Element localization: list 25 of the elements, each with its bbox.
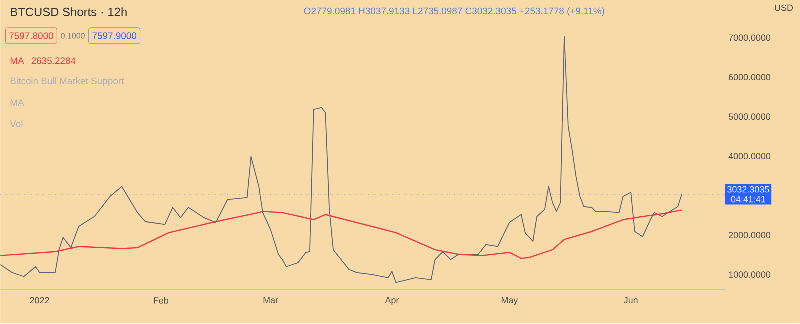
text: MA xyxy=(10,58,24,64)
annotation: 2635.2284 xyxy=(32,58,76,64)
annotation: 7597.9000 xyxy=(92,32,137,40)
y-tick-label: 2000.0000 xyxy=(729,232,771,239)
text: 04:41:41 xyxy=(731,196,766,203)
annotation: MA xyxy=(10,100,24,106)
line-series xyxy=(0,210,683,260)
y-axis-title: USD xyxy=(775,4,794,12)
text: BTCUSD Shorts · 12h xyxy=(11,8,127,16)
y-tick-label: 5000.0000 xyxy=(728,114,771,120)
annotation: Bitcoin Bull Market Support xyxy=(10,78,124,86)
x-tick-label: Feb xyxy=(154,297,169,304)
annotation: 7597.8000 xyxy=(10,32,54,40)
y-tick-label: 4000.0000 xyxy=(728,153,771,160)
x-tick-label: May xyxy=(502,297,518,306)
x-tick-label: Mar xyxy=(264,297,278,304)
x-tick-label: Apr xyxy=(385,297,400,306)
y-tick-label: 6000.0000 xyxy=(729,74,771,81)
annotation: Vol xyxy=(10,120,23,128)
x-tick-label: 2022 xyxy=(30,297,50,304)
annotation: O2779.0981 H3037.9133 L2735.0987 C3032.3035 +253.1778 (+9.11%) xyxy=(304,8,604,17)
y-tick-label: 7000.0000 xyxy=(729,34,771,42)
ref-line-label: 3032.3035 xyxy=(728,186,770,193)
y-tick-label: 1000.0000 xyxy=(729,272,771,278)
x-tick-label: Jun xyxy=(624,297,638,304)
